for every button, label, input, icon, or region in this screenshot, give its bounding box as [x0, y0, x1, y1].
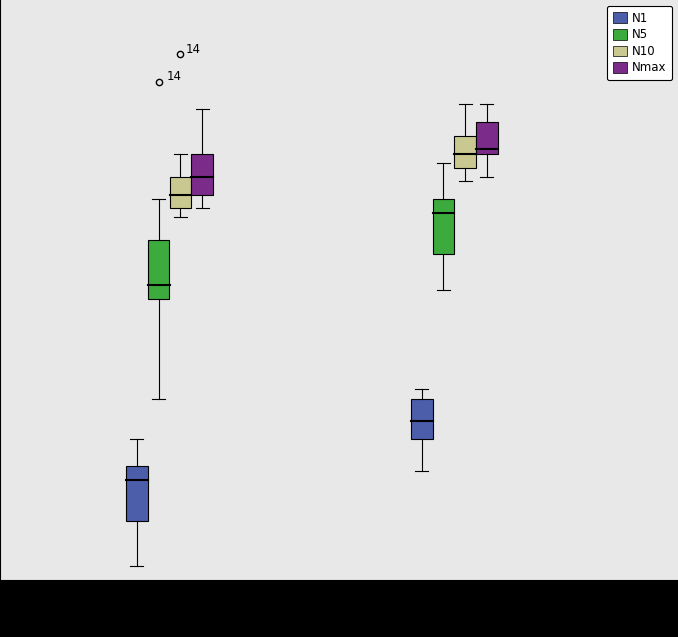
Text: 14: 14: [167, 69, 182, 83]
Bar: [454, 136, 476, 168]
Bar: [148, 240, 170, 299]
Bar: [126, 466, 148, 521]
Bar: [476, 122, 498, 154]
Text: 14: 14: [186, 43, 201, 55]
Bar: [433, 199, 454, 254]
Legend: N1, N5, N10, Nmax: N1, N5, N10, Nmax: [607, 6, 672, 80]
Bar: [411, 399, 433, 440]
Bar: [170, 176, 191, 208]
Bar: [191, 154, 213, 195]
